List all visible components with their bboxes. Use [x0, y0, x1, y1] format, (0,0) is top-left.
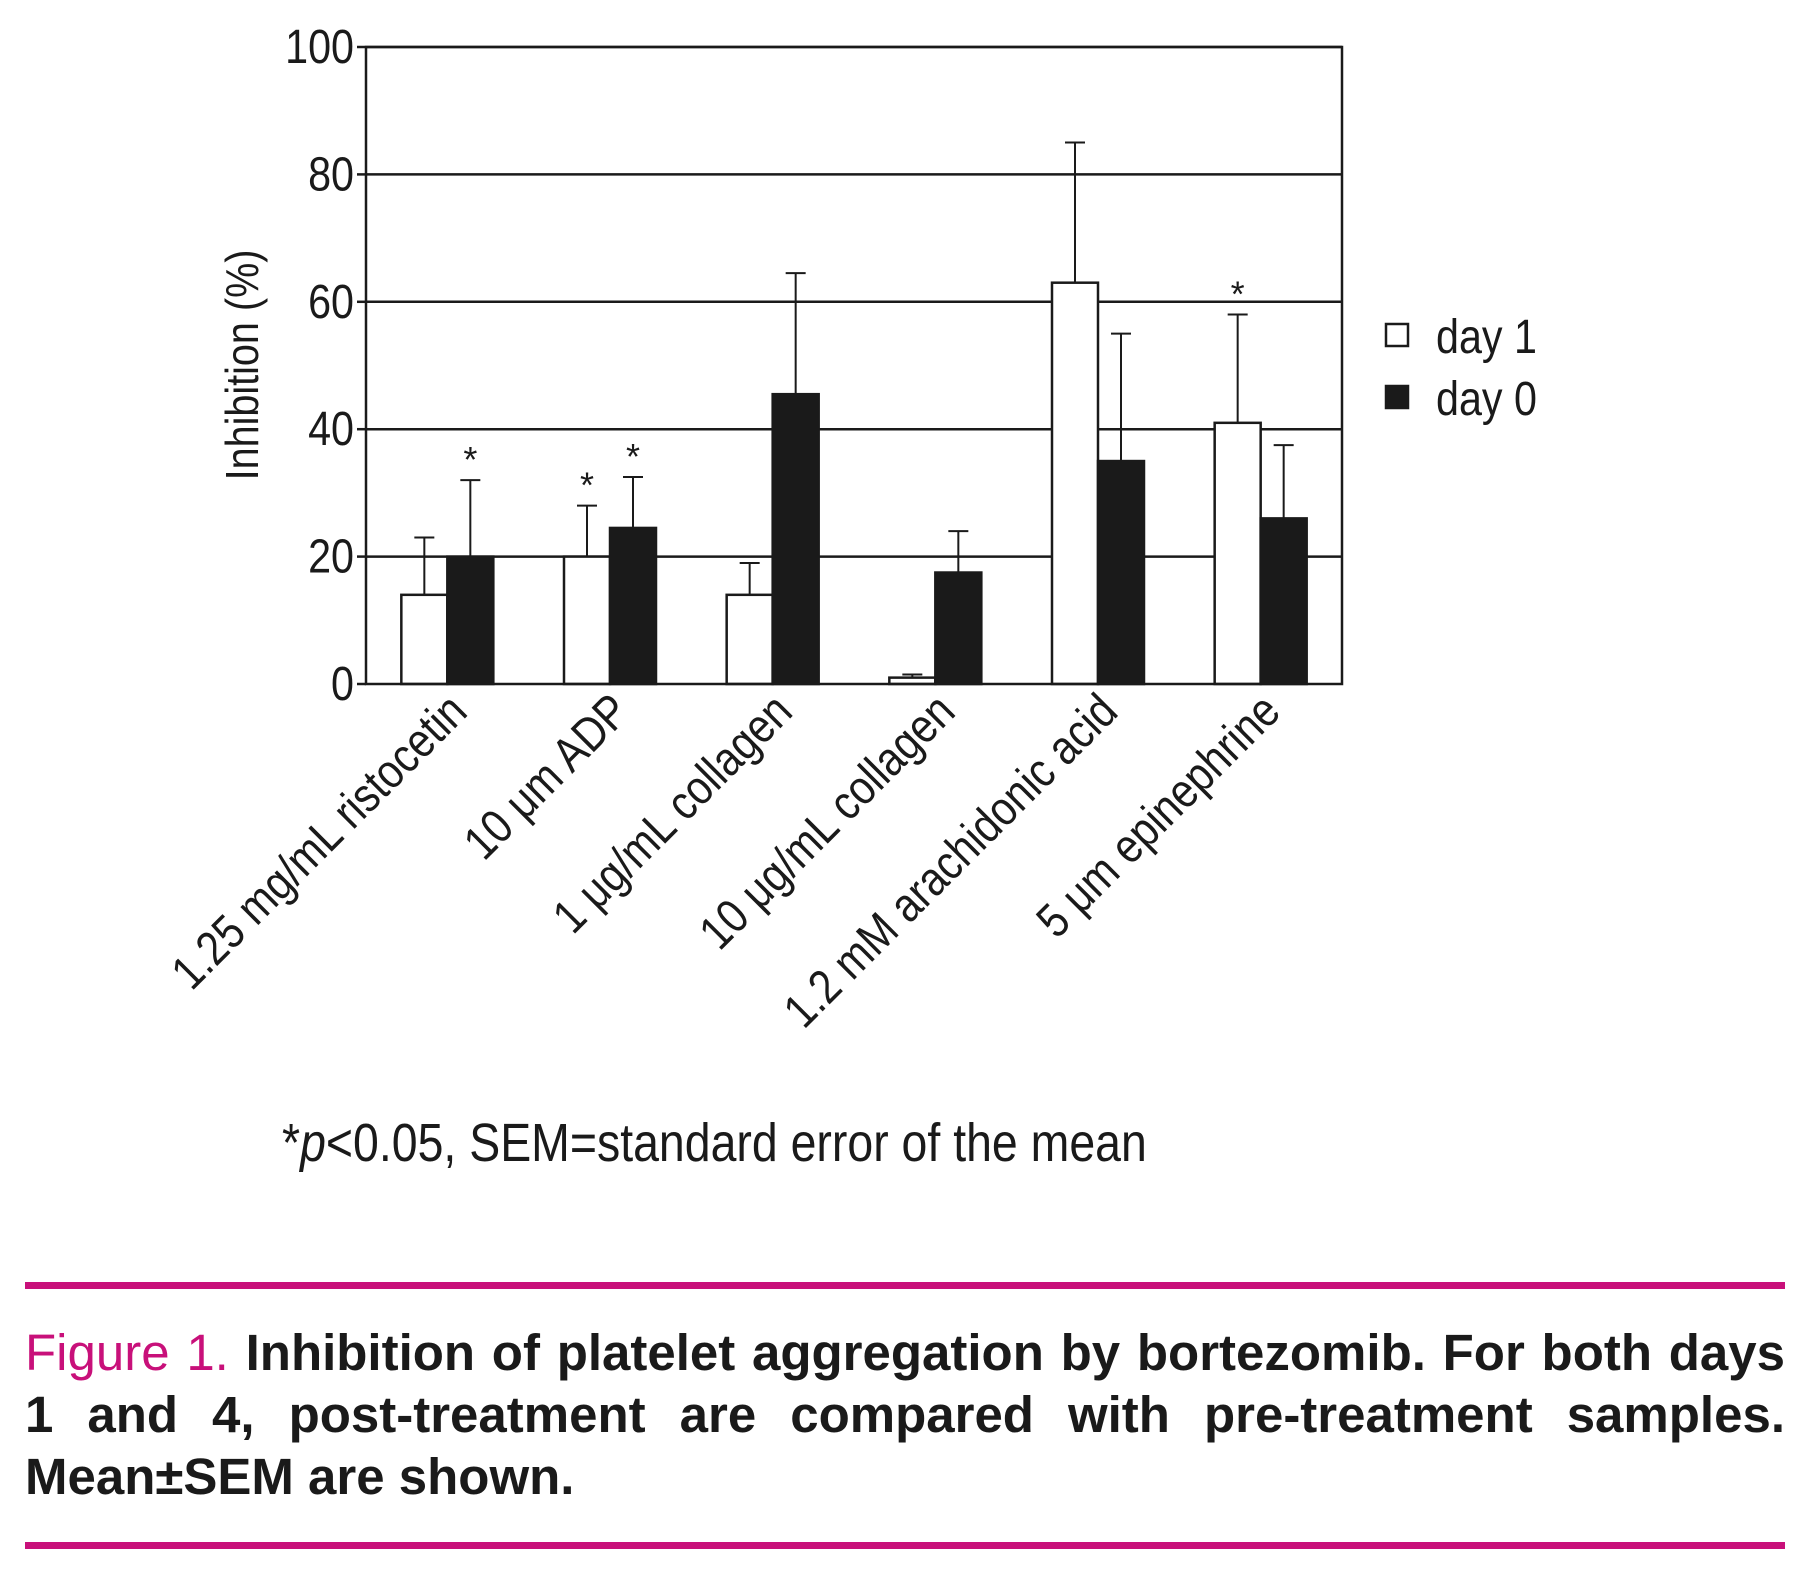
y-tick-label: 0 [331, 657, 354, 711]
bar-day-0 [771, 392, 820, 686]
y-tick-label: 100 [285, 20, 354, 74]
bar-day-0 [608, 526, 658, 686]
bar-day-1 [1050, 281, 1100, 686]
bar-day-0 [446, 555, 495, 686]
footnote-text: <0.05, SEM=standard error of the mean [325, 1113, 1147, 1173]
gridlines [366, 45, 1342, 558]
y-tick-labels: 0 20 40 60 80 100 [285, 20, 354, 711]
significance-star: * [580, 465, 594, 506]
footnote-star: * [282, 1113, 301, 1173]
axes [357, 45, 1344, 686]
bar-day-1 [1213, 421, 1262, 686]
y-tick-label: 20 [308, 530, 354, 584]
bar-day-1 [400, 593, 449, 686]
y-axis-label: Inhibition (%) [217, 250, 268, 481]
bar-chart: * * * * 0 20 40 60 80 100 1.25 mg/mL ristocetin1… [161, 20, 1537, 1038]
legend-label: day 1 [1436, 310, 1537, 364]
significance-star: * [463, 439, 477, 480]
bar-day-0 [1096, 459, 1146, 686]
bars: * * * * [400, 141, 1308, 686]
y-tick-label: 60 [308, 275, 354, 329]
caption-text: Inhibition of platelet aggregation by bo… [25, 1324, 1786, 1505]
bar-day-1 [562, 555, 612, 686]
bar-day-0 [1259, 517, 1308, 686]
significance-star: * [626, 436, 640, 477]
footnote-p: p [300, 1113, 326, 1173]
figure-caption: Figure 1. Inhibition of platelet aggrega… [25, 1322, 1785, 1508]
y-tick-label: 40 [308, 402, 354, 456]
significance-star: * [1231, 274, 1245, 315]
caption-top-rule [25, 1282, 1785, 1289]
caption-bottom-rule [25, 1542, 1785, 1549]
footnote: *p<0.05, SEM=standard error of the mean [282, 1112, 1147, 1174]
x-tick-label: 1.25 mg/mL ristocetin [161, 684, 477, 1000]
legend-swatch [1384, 322, 1410, 348]
legend: day 1 day 0 [1384, 310, 1537, 426]
y-tick-label: 80 [308, 148, 354, 202]
legend-swatch [1384, 384, 1410, 410]
bar-day-1 [725, 593, 774, 686]
bar-day-0 [934, 571, 983, 686]
figure-label: Figure 1. [25, 1324, 229, 1381]
plot-frame [364, 45, 1344, 686]
legend-label: day 0 [1436, 372, 1537, 426]
